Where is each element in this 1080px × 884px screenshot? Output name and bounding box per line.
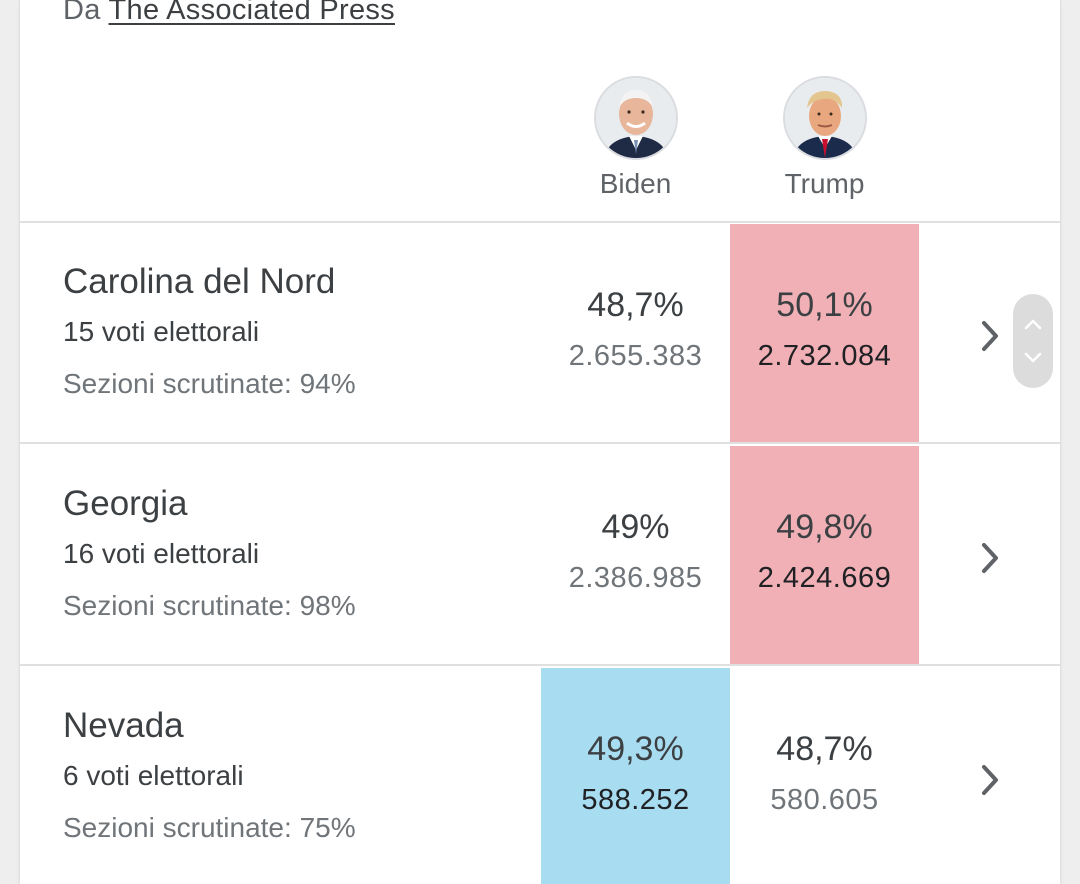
candidate-header-biden: Biden (541, 76, 730, 200)
sections-counted: Sezioni scrutinate: 98% (63, 590, 356, 621)
results-card: Da The Associated Press Biden (20, 0, 1060, 884)
biden-percentage: 48,7% (587, 286, 684, 324)
row-divider (20, 664, 1060, 666)
biden-votes: 2.655.383 (568, 340, 703, 372)
candidate-header-trump: Trump (730, 76, 919, 200)
sections-counted: Sezioni scrutinate: 75% (63, 812, 356, 843)
biden-result-cell: 48,7% 2.655.383 (541, 224, 730, 444)
state-row-georgia[interactable]: Georgia 16 voti elettorali Sezioni scrut… (20, 446, 1060, 666)
state-name: Carolina del Nord (63, 262, 336, 301)
electoral-votes: 16 voti elettorali (63, 538, 260, 569)
trump-votes: 2.424.669 (757, 562, 892, 594)
state-name: Georgia (63, 484, 188, 523)
chevron-down-icon[interactable] (1024, 352, 1042, 364)
trump-result-cell: 48,7% 580.605 (730, 668, 919, 884)
biden-votes: 2.386.985 (568, 562, 703, 594)
candidate-name-trump: Trump (784, 168, 865, 199)
trump-percentage: 50,1% (776, 286, 873, 324)
trump-votes: 580.605 (770, 784, 879, 816)
biden-result-cell: 49,3% 588.252 (541, 668, 730, 884)
biden-portrait-icon (593, 76, 678, 160)
state-name: Nevada (63, 706, 184, 745)
chevron-right-icon[interactable] (975, 318, 1005, 354)
state-row-nevada[interactable]: Nevada 6 voti elettorali Sezioni scrutin… (20, 668, 1060, 884)
candidate-name-biden: Biden (599, 168, 672, 199)
biden-percentage: 49,3% (587, 730, 684, 768)
state-row-north-carolina[interactable]: Carolina del Nord 15 voti elettorali Sez… (20, 224, 1060, 444)
electoral-votes: 15 voti elettorali (63, 316, 260, 347)
chevron-up-icon[interactable] (1024, 318, 1042, 330)
chevron-right-icon[interactable] (975, 762, 1005, 798)
biden-percentage: 49% (601, 508, 670, 546)
biden-result-cell: 49% 2.386.985 (541, 446, 730, 666)
scroll-handle[interactable] (1013, 294, 1053, 388)
sections-counted: Sezioni scrutinate: 94% (63, 368, 356, 399)
trump-result-cell: 49,8% 2.424.669 (730, 446, 919, 666)
biden-votes: 588.252 (581, 784, 690, 816)
header-divider (20, 221, 1060, 223)
trump-portrait-icon (782, 76, 867, 160)
trump-percentage: 49,8% (776, 508, 873, 546)
chevron-right-icon[interactable] (975, 540, 1005, 576)
electoral-votes: 6 voti elettorali (63, 760, 244, 791)
trump-votes: 2.732.084 (757, 340, 892, 372)
source-prefix: Da (63, 0, 101, 26)
trump-percentage: 48,7% (776, 730, 873, 768)
source-attribution: Da The Associated Press (63, 0, 395, 27)
trump-result-cell: 50,1% 2.732.084 (730, 224, 919, 444)
row-divider (20, 442, 1060, 444)
source-link[interactable]: The Associated Press (108, 0, 395, 26)
